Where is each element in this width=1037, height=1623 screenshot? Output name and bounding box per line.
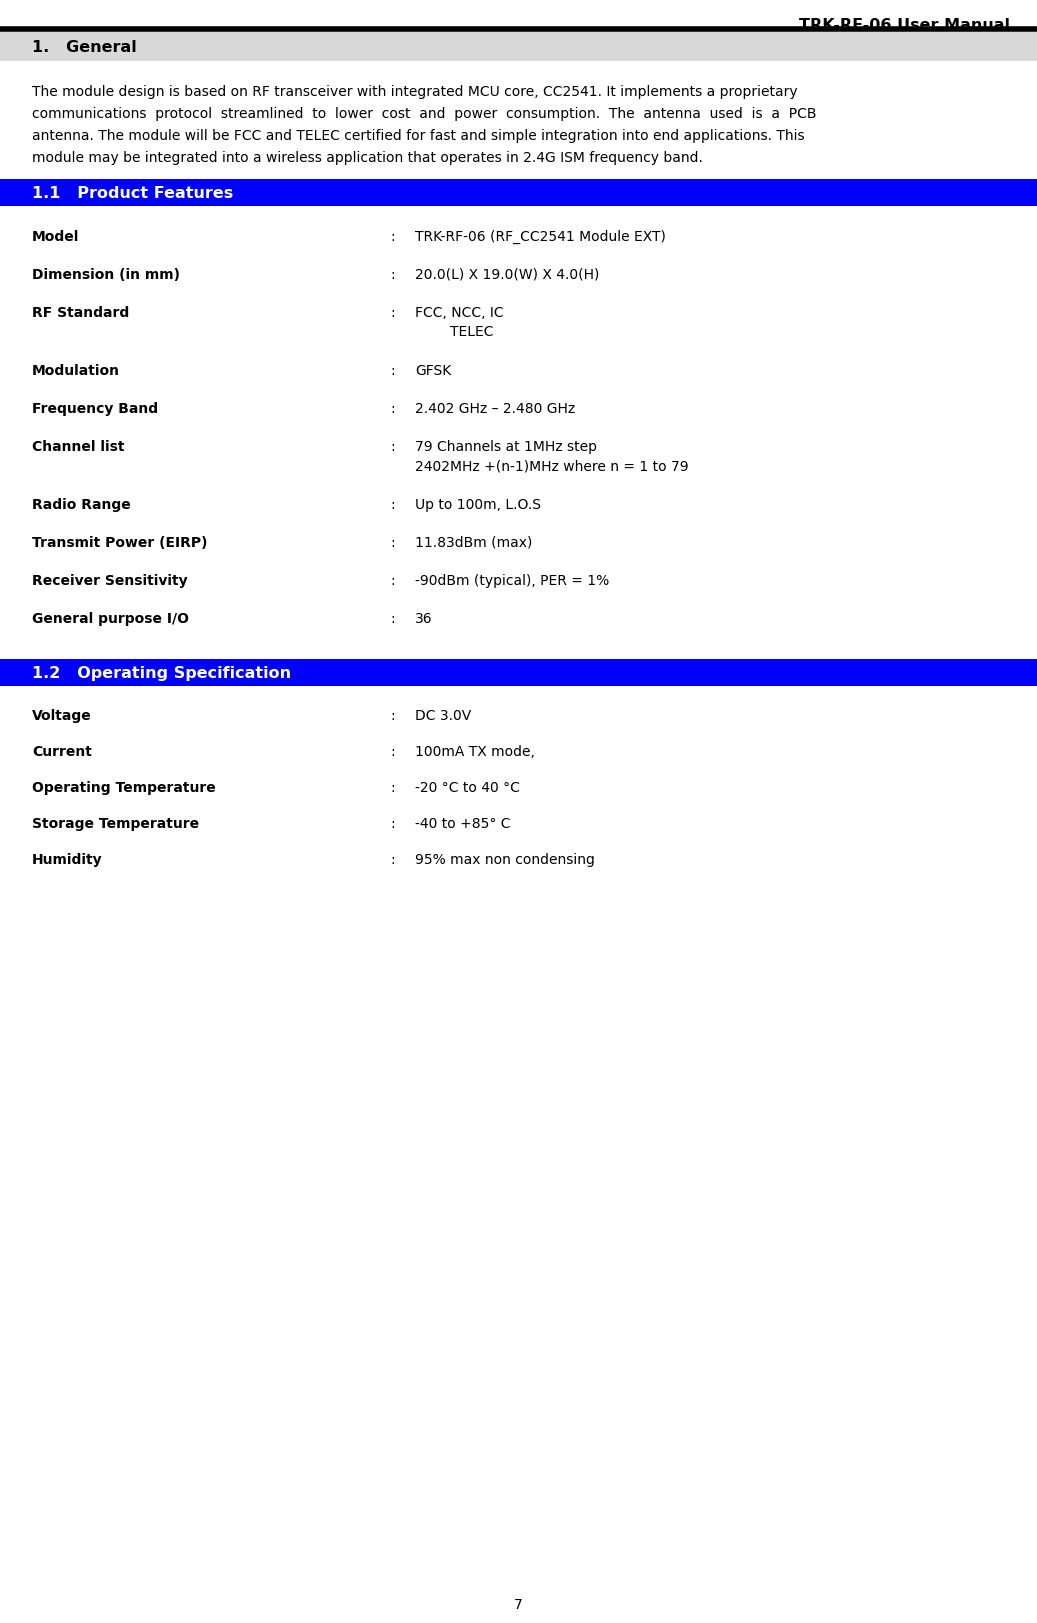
Text: 36: 36 xyxy=(415,612,432,625)
Text: 79 Channels at 1MHz step: 79 Channels at 1MHz step xyxy=(415,440,597,454)
Text: Current: Current xyxy=(32,745,92,758)
Text: Channel list: Channel list xyxy=(32,440,124,454)
Text: TRK-RF-06 User Manual: TRK-RF-06 User Manual xyxy=(798,18,1010,32)
Text: Model: Model xyxy=(32,230,80,243)
Text: Modulation: Modulation xyxy=(32,364,120,378)
Bar xyxy=(0,659,1037,687)
Text: :: : xyxy=(390,573,395,588)
Text: Radio Range: Radio Range xyxy=(32,498,131,511)
Text: Receiver Sensitivity: Receiver Sensitivity xyxy=(32,573,188,588)
Text: :: : xyxy=(390,536,395,550)
Text: :: : xyxy=(390,305,395,320)
Text: antenna. The module will be FCC and TELEC certified for fast and simple integrat: antenna. The module will be FCC and TELE… xyxy=(32,128,805,143)
Text: :: : xyxy=(390,498,395,511)
Bar xyxy=(0,32,1037,62)
Text: -40 to +85° C: -40 to +85° C xyxy=(415,816,510,831)
Text: Humidity: Humidity xyxy=(32,852,103,867)
Text: Storage Temperature: Storage Temperature xyxy=(32,816,199,831)
Text: :: : xyxy=(390,816,395,831)
Text: 20.0(L) X 19.0(W) X 4.0(H): 20.0(L) X 19.0(W) X 4.0(H) xyxy=(415,268,599,282)
Text: 1.1   Product Features: 1.1 Product Features xyxy=(32,187,233,201)
Text: :: : xyxy=(390,440,395,454)
Text: Frequency Band: Frequency Band xyxy=(32,403,158,415)
Text: :: : xyxy=(390,612,395,625)
Text: The module design is based on RF transceiver with integrated MCU core, CC2541. I: The module design is based on RF transce… xyxy=(32,84,797,99)
Text: RF Standard: RF Standard xyxy=(32,305,130,320)
Text: Dimension (in mm): Dimension (in mm) xyxy=(32,268,180,282)
Text: 1.   General: 1. General xyxy=(32,41,137,55)
Text: Voltage: Voltage xyxy=(32,709,91,722)
Text: Transmit Power (EIRP): Transmit Power (EIRP) xyxy=(32,536,207,550)
Text: module may be integrated into a wireless application that operates in 2.4G ISM f: module may be integrated into a wireless… xyxy=(32,151,703,166)
Text: :: : xyxy=(390,781,395,795)
Text: :: : xyxy=(390,709,395,722)
Text: :: : xyxy=(390,403,395,415)
Text: -90dBm (typical), PER = 1%: -90dBm (typical), PER = 1% xyxy=(415,573,610,588)
Text: :: : xyxy=(390,364,395,378)
Text: 100mA TX mode,: 100mA TX mode, xyxy=(415,745,535,758)
Text: :: : xyxy=(390,230,395,243)
Text: GFSK: GFSK xyxy=(415,364,451,378)
Text: communications  protocol  streamlined  to  lower  cost  and  power  consumption.: communications protocol streamlined to l… xyxy=(32,107,816,122)
Text: General purpose I/O: General purpose I/O xyxy=(32,612,189,625)
Text: 11.83dBm (max): 11.83dBm (max) xyxy=(415,536,532,550)
Text: :: : xyxy=(390,268,395,282)
Text: 7: 7 xyxy=(514,1597,523,1612)
Text: 95% max non condensing: 95% max non condensing xyxy=(415,852,595,867)
Text: 2.402 GHz – 2.480 GHz: 2.402 GHz – 2.480 GHz xyxy=(415,403,576,415)
Text: Operating Temperature: Operating Temperature xyxy=(32,781,216,795)
Bar xyxy=(0,180,1037,206)
Text: Up to 100m, L.O.S: Up to 100m, L.O.S xyxy=(415,498,541,511)
Text: 1.2   Operating Specification: 1.2 Operating Specification xyxy=(32,665,291,680)
Text: 2402MHz +(n-1)MHz where n = 1 to 79: 2402MHz +(n-1)MHz where n = 1 to 79 xyxy=(415,459,689,472)
Text: FCC, NCC, IC: FCC, NCC, IC xyxy=(415,305,504,320)
Text: -20 °C to 40 °C: -20 °C to 40 °C xyxy=(415,781,520,795)
Text: :: : xyxy=(390,745,395,758)
Text: :: : xyxy=(390,852,395,867)
Text: DC 3.0V: DC 3.0V xyxy=(415,709,471,722)
Text: TRK-RF-06 (RF_CC2541 Module EXT): TRK-RF-06 (RF_CC2541 Module EXT) xyxy=(415,230,666,243)
Text: TELEC: TELEC xyxy=(415,325,494,339)
